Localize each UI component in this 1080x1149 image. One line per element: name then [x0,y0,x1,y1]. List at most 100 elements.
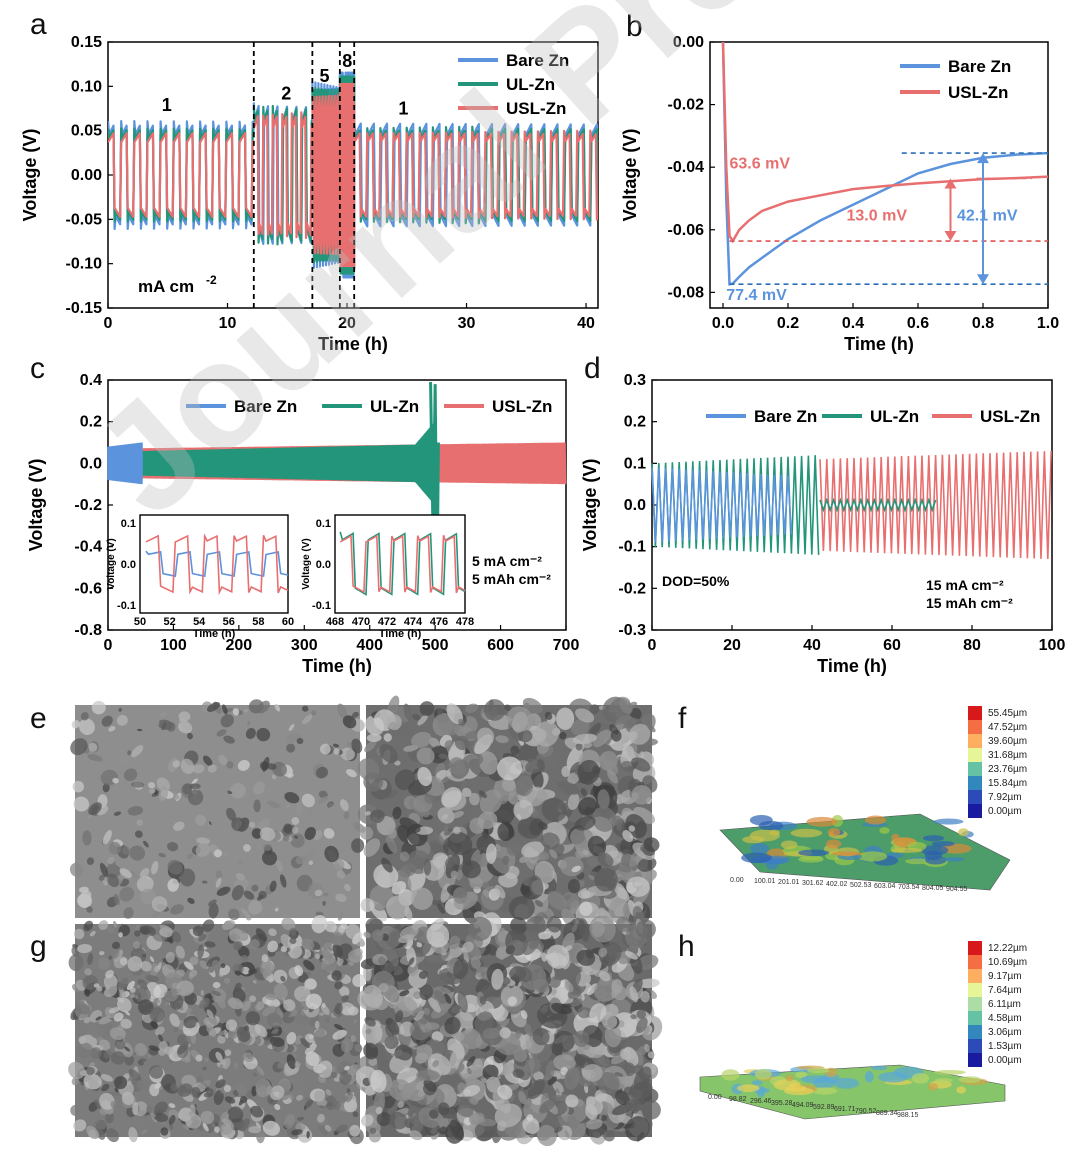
axis-tick-label: 98.82 [729,1096,747,1103]
sem-grain [247,720,251,726]
arrowhead-usl-top [944,178,957,189]
x-tick-label-c: 400 [356,637,383,654]
sem-grain [479,1019,504,1046]
sem-grain [424,1022,440,1030]
color-scale-label: 12.22µm [988,943,1027,954]
sem-grain [599,971,611,982]
sem-grain [601,1114,608,1122]
sem-grain [262,1120,280,1136]
sem-grain [527,1078,545,1100]
surface-patch [879,827,890,834]
sem-grain [333,859,345,871]
sem-grain [253,781,266,795]
sem-grain [283,1113,295,1129]
sem-grain [82,830,92,846]
color-scale-label: 10.69µm [988,957,1027,968]
color-scale-label: 47.52µm [988,722,1027,733]
sem-grain [130,993,137,998]
sem-image-g-low-mag [68,915,367,1145]
sem-grain [104,984,118,998]
sem-grain [428,737,441,748]
sem-grain [255,928,268,942]
sem-grain [551,1002,572,1015]
sem-grain [449,1119,464,1141]
sem-grain [286,1054,297,1070]
sem-grain [98,920,109,931]
sem-grain [507,996,518,1006]
color-scale-label: 39.60µm [988,736,1027,747]
surface-patch [933,818,964,825]
sem-grain [161,722,167,731]
sem-grain [637,954,659,970]
surface-patch [922,835,945,842]
sem-grain [128,1068,141,1081]
sem-grain [556,707,575,730]
sem-grain [438,1126,448,1135]
sem-grain [185,1007,192,1016]
y-tick-label-b: -0.04 [668,159,705,176]
sem-grain [348,949,363,963]
panel-label-c: c [30,352,45,385]
sem-grain [99,1039,111,1051]
sem-grain [449,1047,463,1069]
sem-grain [237,946,250,958]
sem-grain [314,889,323,897]
sem-grain [108,726,116,732]
sem-grain [419,984,434,1000]
sem-grain [110,1051,126,1065]
sem-grain [388,1079,413,1102]
sem-grain [229,782,246,799]
sem-grain [114,1087,119,1093]
sem-grain [306,809,315,813]
sem-grain [147,781,156,789]
sem-grain [436,708,444,715]
x-axis-label-c: Time (h) [302,656,372,676]
sem-grain [158,852,166,858]
sem-grain [468,916,493,942]
sem-grain [300,1037,310,1048]
sem-grain [149,1065,164,1079]
sem-grain [288,723,295,731]
sem-grain [322,1069,332,1079]
sem-grain [86,1066,95,1076]
sem-grain [215,1079,226,1089]
sem-grain [231,817,246,832]
sem-grain [179,718,193,730]
sem-grain [324,1124,332,1132]
sem-grain [452,826,461,835]
sem-grain [577,1006,591,1019]
sem-grain [571,718,590,736]
surface-patch [905,858,930,865]
sem-grain [515,837,520,845]
sem-grain [306,1130,310,1139]
sem-grain [136,1051,139,1057]
sem-image-g-high-mag [355,912,663,1147]
inset-frame-c [139,514,289,614]
sem-grain [517,743,539,763]
sem-grain [411,731,432,748]
sem-grain [140,961,152,972]
sem-grain [579,901,593,916]
sem-grain [626,876,650,897]
sem-grain [482,881,490,889]
surface-patch [751,1080,763,1086]
sem-grain [620,1048,631,1060]
sem-grain [603,1101,615,1115]
sem-grain [192,925,204,937]
sem-grain [424,794,436,805]
sem-grain [586,1119,603,1130]
sem-grain [640,990,650,1003]
sem-grain [391,881,407,895]
sem-grain [461,1064,486,1080]
sem-grain [580,788,588,797]
sem-grain [94,1099,101,1110]
sem-grain [150,1020,158,1029]
sem-grain [304,1097,310,1101]
sem-grain [259,827,276,841]
y-tick-label-a: 0.05 [71,123,102,140]
sem-grain [208,995,213,999]
sem-grain [207,764,217,773]
sem-grain [80,712,89,721]
y-tick-label-d: -0.3 [618,622,646,639]
sem-grain [294,965,304,977]
